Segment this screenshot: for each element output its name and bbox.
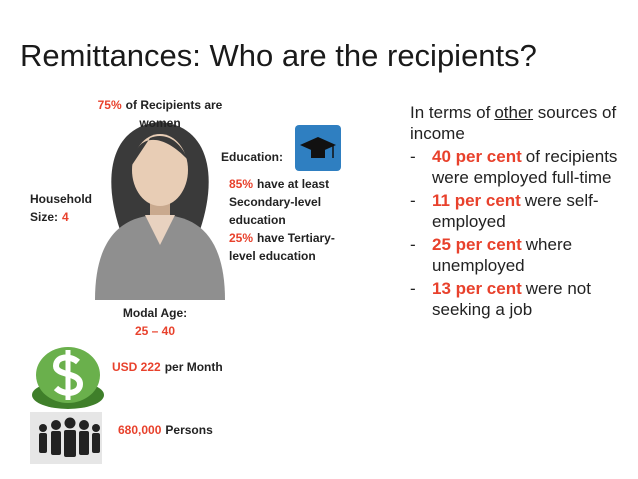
bullet-highlight: 11 per cent <box>432 191 521 210</box>
income: USD 222 per Month <box>112 358 223 376</box>
household: Household Size: 4 <box>30 190 105 226</box>
money-icon <box>32 347 104 409</box>
bullet-list: -40 per cent of recipients were employed … <box>410 146 625 320</box>
education-text: have Tertiary-level education <box>229 231 335 263</box>
age-label: Modal Age: <box>122 306 188 320</box>
people-icon <box>30 412 102 464</box>
bullet-text: were self-employed <box>432 191 599 231</box>
women-pct: 75% <box>97 98 122 112</box>
income-text: per Month <box>164 360 223 374</box>
age-value: 25 – 40 <box>134 324 176 338</box>
bullet-dash: - <box>410 235 416 254</box>
women-text: of Recipients are women <box>125 98 223 130</box>
women-note: 75% of Recipients are women <box>95 96 225 132</box>
persons: 680,000 Persons <box>118 421 213 439</box>
education-items: 85% have at least Secondary-level educati… <box>229 175 347 265</box>
bullet: -40 per cent of recipients were employed … <box>410 146 625 188</box>
persons-text: Persons <box>165 423 213 437</box>
education-item: 25% have Tertiary-level education <box>229 229 347 265</box>
woman-icon <box>95 122 225 300</box>
education-text: have at least Secondary-level education <box>229 177 330 227</box>
bullet-text: of recipients were employed full-time <box>432 147 618 187</box>
bullet: -25 per cent where unemployed <box>410 234 625 276</box>
household-value: 4 <box>62 210 69 224</box>
bullet-highlight: 25 per cent <box>432 235 522 254</box>
household-label: Household Size: <box>30 192 92 224</box>
intro: In terms of other sources of income <box>410 102 625 144</box>
income-sources: In terms of other sources of income -40 p… <box>410 102 625 320</box>
persons-value: 680,000 <box>118 423 162 437</box>
education-item: 85% have at least Secondary-level educati… <box>229 175 347 229</box>
bullet-highlight: 40 per cent <box>432 147 522 166</box>
intro-after: sources of income <box>410 103 617 143</box>
intro-before: In terms of <box>410 103 491 122</box>
income-value: USD 222 <box>112 360 161 374</box>
bullet-dash: - <box>410 279 416 298</box>
education-label: Education: <box>221 150 283 164</box>
bullet-text: were not seeking a job <box>432 279 591 319</box>
education-icon <box>295 125 341 171</box>
age: Modal Age: 25 – 40 <box>110 304 200 340</box>
title: Remittances: Who are the recipients? <box>20 38 537 73</box>
education-pct: 85% <box>229 177 254 191</box>
bullet-dash: - <box>410 147 416 166</box>
intro-link: other <box>494 103 534 122</box>
bullet-highlight: 13 per cent <box>432 279 522 298</box>
education-pct: 25% <box>229 231 254 245</box>
bullet: -11 per cent were self-employed <box>410 190 625 232</box>
bullet-dash: - <box>410 191 416 210</box>
bullet-text: where unemployed <box>432 235 573 275</box>
bullet: -13 per cent were not seeking a job <box>410 278 625 320</box>
